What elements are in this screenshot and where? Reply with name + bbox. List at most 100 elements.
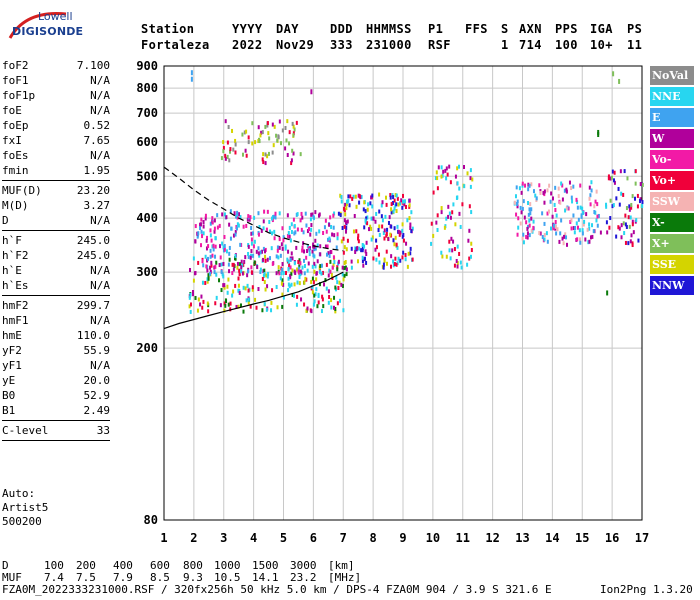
echo-point <box>402 250 405 255</box>
echo-point <box>307 261 310 266</box>
echo-point <box>579 240 582 245</box>
echo-point <box>213 229 216 234</box>
echo-point <box>209 254 212 259</box>
echo-point <box>213 218 216 223</box>
echo-point <box>377 252 380 257</box>
echo-point <box>234 229 237 234</box>
echo-point <box>278 245 281 250</box>
echo-point <box>344 260 347 265</box>
echo-point <box>399 258 402 263</box>
echo-point <box>213 226 216 231</box>
echo-point <box>332 255 335 260</box>
echo-point <box>372 256 375 261</box>
echo-point <box>266 284 269 289</box>
echo-point <box>288 130 291 135</box>
header-value: 10+ <box>590 38 613 52</box>
echo-point <box>242 285 245 290</box>
echo-point <box>344 202 347 207</box>
echo-point <box>281 128 284 133</box>
echo-point <box>299 218 302 223</box>
echo-point <box>230 226 233 231</box>
echo-point <box>390 264 393 269</box>
plot-frame <box>163 65 643 521</box>
echo-point <box>468 256 471 261</box>
echo-point <box>236 210 239 215</box>
echo-point <box>589 193 592 198</box>
echo-point <box>284 244 287 249</box>
echo-point <box>471 177 474 182</box>
echo-point <box>371 193 374 198</box>
echo-point <box>334 309 337 314</box>
echo-point <box>470 248 473 253</box>
echo-point <box>226 284 229 289</box>
param-value: N/A <box>90 149 110 162</box>
header-value: RSF <box>428 38 451 52</box>
echo-point <box>543 233 546 238</box>
echo-point <box>249 215 252 220</box>
echo-point <box>445 176 448 181</box>
echo-point <box>622 192 625 197</box>
echo-point <box>264 258 267 263</box>
echo-point <box>624 240 627 245</box>
echo-point <box>251 141 254 146</box>
echo-point <box>363 225 366 230</box>
echo-point <box>189 309 192 314</box>
footer-row-value: 200 <box>76 559 96 572</box>
echo-point <box>611 204 614 209</box>
footer-row-value: 600 <box>150 559 170 572</box>
echo-point <box>250 231 253 236</box>
x-tick-label: 6 <box>310 531 317 545</box>
echo-point <box>390 224 393 229</box>
echo-point <box>310 212 313 217</box>
echo-point <box>527 182 530 187</box>
echo-point <box>333 295 336 300</box>
echo-point <box>247 135 250 140</box>
echo-point <box>291 256 294 261</box>
echo-point <box>392 238 395 243</box>
echo-point <box>535 196 538 201</box>
echo-point <box>296 294 299 299</box>
echo-point <box>342 277 345 282</box>
echo-point <box>561 183 564 188</box>
echo-point <box>313 293 316 298</box>
echo-point <box>190 76 193 82</box>
echo-point <box>435 170 438 175</box>
echo-point <box>630 202 633 207</box>
echo-point <box>282 238 285 243</box>
echo-point <box>401 255 404 260</box>
echo-point <box>236 265 239 270</box>
echo-point <box>561 236 564 241</box>
echo-point <box>211 253 214 258</box>
echo-point <box>301 265 304 270</box>
echo-point <box>266 154 269 159</box>
echo-point <box>297 259 300 264</box>
echo-point <box>589 202 592 207</box>
echo-point <box>354 246 357 251</box>
echo-point <box>392 263 395 268</box>
echo-point <box>194 224 197 229</box>
echo-point <box>350 259 353 264</box>
echo-point <box>403 202 406 207</box>
echo-point <box>573 230 576 235</box>
logo-swoosh-icon <box>8 12 67 39</box>
echo-point <box>362 207 365 212</box>
echo-point <box>539 190 542 195</box>
echo-point <box>253 215 256 220</box>
echo-point <box>258 253 261 258</box>
echo-point <box>260 130 263 135</box>
echo-point <box>267 151 270 156</box>
param-row: hmF2 299.7 <box>2 298 110 313</box>
echo-point <box>320 271 323 276</box>
footer-version: Ion2Png 1.3.20 <box>600 583 693 596</box>
param-name: foE <box>2 104 22 117</box>
echo-point <box>244 255 247 260</box>
echo-point <box>320 263 323 268</box>
echo-point <box>274 211 277 216</box>
echo-point <box>324 218 327 223</box>
echo-point <box>269 256 272 261</box>
echo-point <box>346 238 349 243</box>
echo-point <box>241 271 244 276</box>
echo-point <box>345 267 348 272</box>
echo-point <box>204 254 207 259</box>
echo-point <box>245 153 248 158</box>
